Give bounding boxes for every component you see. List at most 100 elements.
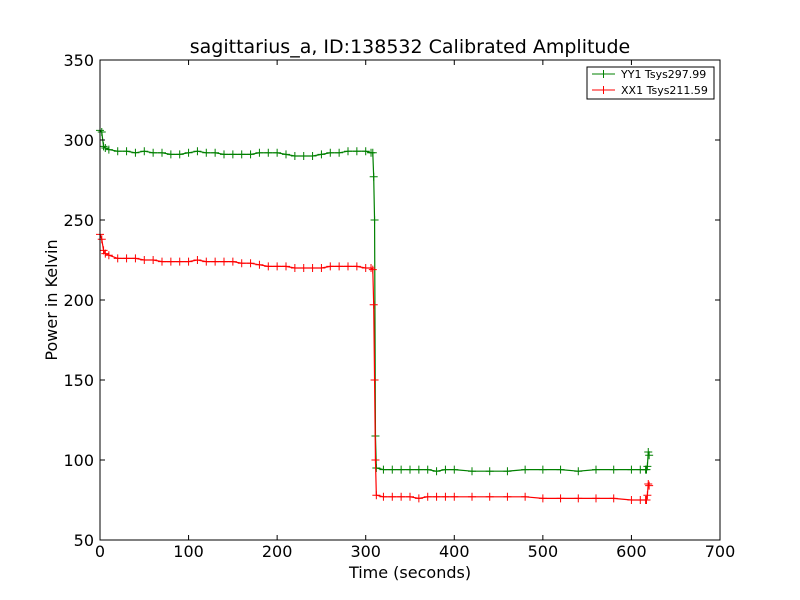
series-2-point xyxy=(158,257,166,266)
series-1-point xyxy=(574,467,583,476)
x-tick-label: 100 xyxy=(173,542,204,561)
series-2-point xyxy=(574,494,583,503)
series-1-point xyxy=(485,467,494,476)
series-1-point xyxy=(158,148,166,157)
series-1-point xyxy=(423,465,432,474)
series-1-point xyxy=(202,148,211,157)
series-2-point xyxy=(149,256,158,264)
legend-marker-xx1 xyxy=(599,86,608,94)
x-tick-label: 300 xyxy=(350,542,381,561)
series-2-point xyxy=(503,492,512,501)
series-2-point xyxy=(175,257,184,266)
series-1-point xyxy=(104,145,113,154)
series-2-point xyxy=(299,264,308,272)
y-tick-label: 150 xyxy=(63,371,94,390)
series-2-point xyxy=(101,249,110,258)
series-2-point xyxy=(104,251,113,260)
axis-ticks: 0 100 200 300 400 500 600 700 50 100 150 200 250 300 3… xyxy=(63,51,735,561)
series-2-point xyxy=(352,262,361,271)
series-1-point xyxy=(468,467,476,476)
y-tick-label: 50 xyxy=(74,531,94,550)
series-2-point xyxy=(184,257,193,266)
series-1-point xyxy=(131,148,140,157)
y-tick-label: 350 xyxy=(63,51,94,70)
series-2-point xyxy=(255,260,264,269)
series-2-point xyxy=(237,259,246,268)
series-1-point xyxy=(308,152,317,160)
series-1-point xyxy=(406,465,414,474)
series-2-point xyxy=(370,376,379,384)
series-1-point xyxy=(140,147,149,156)
series-2-point xyxy=(166,257,175,266)
y-tick-label: 300 xyxy=(63,131,94,150)
series-2-point xyxy=(264,262,273,271)
y-tick-label: 200 xyxy=(63,291,94,310)
series-2-point xyxy=(97,235,106,244)
legend-box xyxy=(586,66,715,100)
series-1-point xyxy=(220,150,228,159)
series-2-point xyxy=(202,257,211,266)
series-2-point xyxy=(335,262,344,271)
series-1-point xyxy=(503,467,512,476)
series-2-point xyxy=(211,257,220,266)
series-2-point xyxy=(122,254,131,263)
series-2-point xyxy=(131,254,140,263)
series-1-point xyxy=(379,465,388,474)
series-2-point xyxy=(538,494,547,503)
legend-label-xx1: XX1 Tsys211.59 xyxy=(621,84,708,97)
series-1-point xyxy=(372,464,381,472)
x-tick-label: 500 xyxy=(528,542,559,561)
series-2-point xyxy=(368,265,377,274)
legend-marker-yy1 xyxy=(599,70,608,78)
series-1-point xyxy=(326,148,335,157)
series-1-point xyxy=(368,148,377,157)
series-1-point xyxy=(282,150,290,159)
series-2-point xyxy=(246,259,255,268)
series-2-point xyxy=(414,494,423,503)
series-2-point xyxy=(441,492,450,501)
series-1-point xyxy=(397,465,406,474)
series-1-point xyxy=(101,144,110,152)
series-2-point xyxy=(432,492,441,501)
series-2-point xyxy=(290,264,299,272)
series-1-point xyxy=(441,465,450,474)
series-1-point xyxy=(370,216,379,224)
series-1-point xyxy=(414,465,423,474)
series-1-point xyxy=(175,150,184,159)
y-tick-label: 100 xyxy=(63,451,94,470)
series-1-point xyxy=(521,465,530,474)
series-2-point xyxy=(450,492,459,501)
series-2-point xyxy=(379,492,388,501)
series-2-point xyxy=(308,264,317,272)
series-2-point xyxy=(371,456,380,464)
x-tick-label: 600 xyxy=(616,542,647,561)
series-1-point xyxy=(99,142,108,151)
series-2-point xyxy=(140,256,149,264)
y-axis-label: Power in Kelvin xyxy=(42,239,61,360)
x-tick-label: 400 xyxy=(439,542,470,561)
series-1-point xyxy=(317,150,326,159)
plot-lines xyxy=(96,126,654,504)
series-2-point xyxy=(645,481,654,490)
series-1-point xyxy=(538,465,547,474)
series-2-point xyxy=(556,494,565,503)
plot-frame xyxy=(99,59,721,541)
series-1-point xyxy=(344,147,352,156)
series-2-point xyxy=(326,262,335,271)
series-1-point xyxy=(627,465,636,474)
x-tick-label: 0 xyxy=(95,542,105,561)
series-2-point xyxy=(406,492,414,501)
series-2-point xyxy=(367,264,376,272)
series-2-point xyxy=(220,257,228,266)
series-2-point xyxy=(317,264,326,272)
series-2-point xyxy=(344,262,352,271)
x-axis-label: Time (seconds) xyxy=(348,563,471,582)
series-2-point xyxy=(228,257,237,266)
x-tick-label: 200 xyxy=(262,542,293,561)
series-1-point xyxy=(237,150,246,159)
series-1-point xyxy=(149,148,158,157)
series-2-point xyxy=(388,492,397,501)
legend: YY1 Tsys297.99 XX1 Tsys211.59 xyxy=(586,66,715,100)
series-2-point xyxy=(485,492,494,501)
series-1-point xyxy=(644,448,653,456)
